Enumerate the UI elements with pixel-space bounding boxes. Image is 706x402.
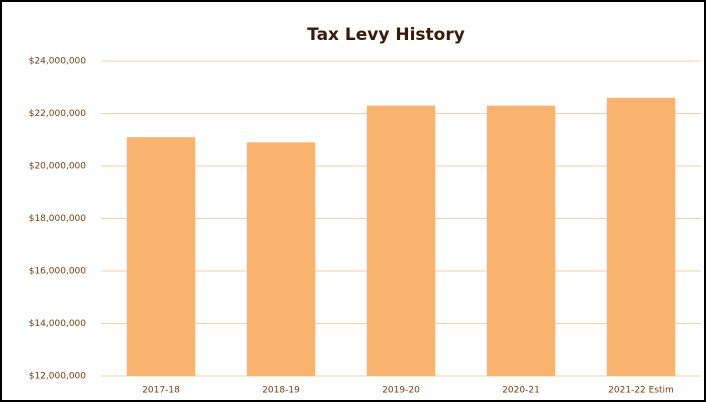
y-tick-label: $18,000,000 xyxy=(29,214,87,224)
bar xyxy=(366,105,436,376)
y-tick-label: $14,000,000 xyxy=(29,319,87,329)
y-tick-label: $16,000,000 xyxy=(29,267,87,277)
y-tick-label: $24,000,000 xyxy=(29,57,87,67)
bar xyxy=(246,142,316,376)
bar xyxy=(126,137,196,376)
x-tick-label: 2018-19 xyxy=(262,386,300,396)
chart-title: Tax Levy History xyxy=(307,25,465,45)
x-tick-label: 2019-20 xyxy=(382,386,420,396)
bar xyxy=(606,97,676,376)
x-tick-label: 2021-22 Estim xyxy=(608,386,674,396)
x-tick-label: 2020-21 xyxy=(502,386,540,396)
y-tick-label: $22,000,000 xyxy=(29,109,87,119)
y-tick-label: $12,000,000 xyxy=(29,372,87,382)
y-tick-label: $20,000,000 xyxy=(29,162,87,172)
bar xyxy=(486,105,556,376)
x-tick-label: 2017-18 xyxy=(142,386,180,396)
